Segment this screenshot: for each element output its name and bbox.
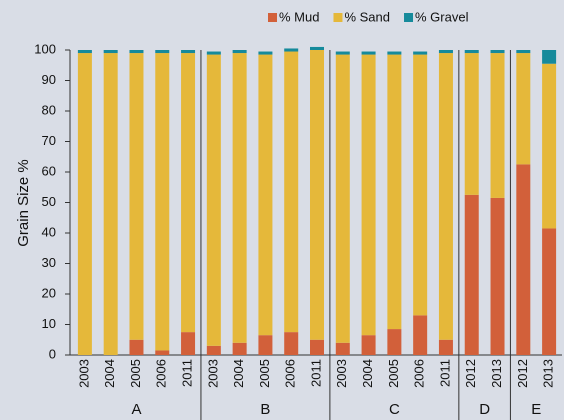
bar-segment	[438, 50, 453, 54]
y-tick-label: 60	[42, 163, 56, 178]
bar-segment	[361, 54, 376, 336]
x-tick-label: 2013	[489, 359, 504, 388]
y-tick-label: 90	[42, 72, 56, 87]
bar-segment	[310, 50, 324, 340]
group-label: E	[531, 401, 541, 418]
bar-segment	[387, 51, 402, 55]
bar-segment	[310, 339, 324, 355]
bar-segment	[129, 339, 144, 355]
x-tick-label: 2004	[231, 359, 246, 388]
bar-segment	[438, 53, 453, 340]
bar-segment	[490, 53, 505, 198]
bar-segment	[413, 54, 428, 316]
bar-segment	[129, 53, 144, 340]
bar-segment	[155, 350, 170, 355]
x-tick-label: 2003	[334, 359, 349, 388]
bar-segment	[77, 53, 92, 356]
bar-segment	[361, 335, 376, 355]
bar-segment	[206, 54, 221, 346]
bar-segment	[258, 54, 273, 336]
bar-segment	[258, 335, 273, 355]
bar-segment	[335, 54, 350, 343]
bar-segment	[103, 53, 118, 356]
bar-segment	[206, 51, 221, 55]
x-tick-label: 2013	[541, 359, 556, 388]
x-tick-label: 2012	[463, 359, 478, 388]
legend-label: % Mud	[279, 9, 319, 24]
bar-segment	[284, 51, 299, 333]
group-label: A	[131, 401, 141, 418]
bar-segment	[335, 51, 350, 55]
x-tick-label: 2005	[257, 359, 272, 388]
bar-segment	[310, 46, 324, 50]
bar-segment	[77, 50, 92, 54]
bar-segment	[387, 54, 402, 330]
legend-swatch	[268, 13, 277, 22]
y-tick-label: 40	[42, 224, 56, 239]
bar-segment	[103, 50, 118, 54]
x-tick-label: 2011	[179, 359, 194, 387]
y-tick-label: 80	[42, 102, 56, 117]
x-tick-label: 2006	[283, 359, 298, 388]
bar-segment	[516, 50, 531, 54]
bar-segment	[438, 339, 453, 355]
x-tick-label: 2006	[412, 359, 427, 388]
x-tick-label: 2003	[76, 359, 91, 388]
bar-segment	[155, 50, 170, 54]
x-tick-label: 2011	[308, 359, 323, 387]
y-tick-label: 100	[34, 41, 56, 56]
legend-swatch	[333, 13, 343, 22]
bar-segment	[516, 164, 531, 355]
bar-segment	[413, 51, 428, 55]
bar-segment	[284, 332, 299, 355]
bar-segment	[232, 50, 247, 54]
bar-segment	[129, 50, 144, 54]
bar-segment	[258, 51, 273, 55]
x-tick-label: 2005	[128, 359, 143, 388]
bar-segment	[155, 53, 170, 351]
x-tick-label: 2006	[154, 359, 169, 388]
bar-segment	[464, 194, 479, 355]
bar-segment	[361, 51, 376, 55]
bar-segment	[232, 53, 247, 343]
bar-segment	[232, 342, 247, 355]
bar-segment	[335, 342, 350, 355]
bar-segment	[181, 53, 196, 333]
bar-segment	[464, 53, 479, 195]
y-tick-label: 0	[49, 346, 56, 361]
legend-label: % Gravel	[415, 9, 469, 24]
bar-segment	[387, 329, 402, 355]
x-tick-label: 2012	[515, 359, 530, 388]
x-tick-label: 2004	[102, 359, 117, 388]
x-tick-label: 2004	[360, 359, 375, 388]
bar-segment	[490, 50, 505, 54]
y-axis-label: Grain Size %	[15, 159, 32, 247]
legend-label: % Sand	[344, 9, 390, 24]
bar-segment	[542, 50, 557, 64]
x-tick-label: 2005	[386, 359, 401, 388]
bar-segment	[181, 332, 196, 355]
bar-segment	[206, 345, 221, 355]
bar-segment	[284, 48, 299, 52]
bar-segment	[490, 197, 505, 355]
bar-segment	[542, 63, 557, 229]
x-tick-label: 2003	[205, 359, 220, 388]
group-label: B	[260, 401, 270, 418]
legend-swatch	[404, 13, 414, 22]
y-tick-label: 30	[42, 255, 56, 270]
bar-segment	[542, 228, 557, 355]
bar-segment	[464, 50, 479, 54]
y-tick-label: 50	[42, 194, 56, 209]
y-tick-label: 70	[42, 133, 56, 148]
group-label: C	[389, 401, 400, 418]
x-tick-label: 2011	[437, 359, 452, 387]
group-label: D	[479, 401, 490, 418]
bar-segment	[516, 53, 531, 165]
bar-segment	[181, 50, 196, 54]
y-tick-label: 10	[42, 316, 56, 331]
bar-segment	[413, 315, 428, 355]
y-tick-label: 20	[42, 285, 56, 300]
